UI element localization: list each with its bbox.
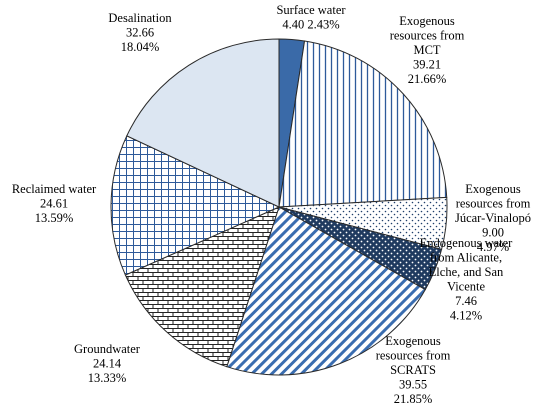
slice-label-6: Groundwater 24.14 13.33% — [74, 342, 141, 385]
slice-label-3: Exogenous resources from Júcar-Vinalopó 9.0… — [455, 182, 531, 254]
slice-label-4: Endogenous water from Alicante, Elche, and… — [420, 236, 514, 323]
pie-slice-5 — [226, 206, 426, 376]
pie-slice-7 — [110, 135, 281, 276]
pie-slice-2 — [278, 40, 448, 208]
slice-label-1: Surface water 4.40 2.43% — [276, 3, 346, 32]
pie-slice-8 — [126, 38, 280, 208]
slice-label-5: Exogenous resources from SCRATS 39.55 21.85% — [376, 334, 451, 406]
slice-label-8: Desalination 32.66 18.04% — [108, 11, 172, 54]
slice-label-2: Exogenous resources from MCT 39.21 21.66% — [390, 14, 465, 86]
slice-label-7: Reclaimed water 24.61 13.59% — [12, 182, 97, 225]
pie-slice-6 — [124, 206, 280, 368]
